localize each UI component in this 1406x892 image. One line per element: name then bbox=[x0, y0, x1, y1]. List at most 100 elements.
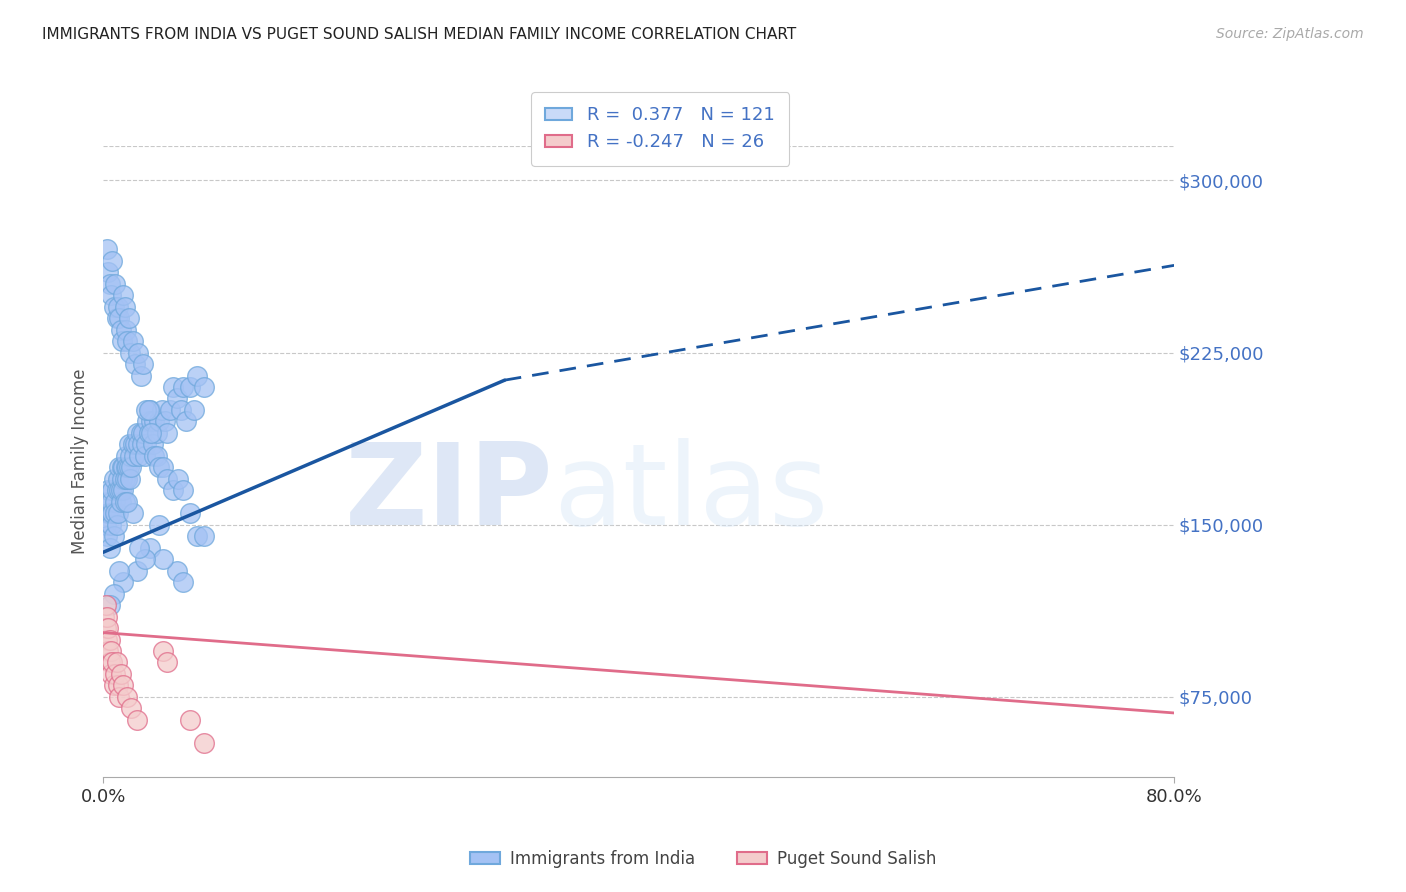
Point bbox=[179, 713, 201, 727]
Point bbox=[174, 414, 197, 428]
Point bbox=[100, 667, 122, 681]
Point bbox=[150, 403, 173, 417]
Text: atlas: atlas bbox=[553, 438, 828, 549]
Point bbox=[112, 483, 135, 498]
Point bbox=[104, 506, 127, 520]
Point bbox=[152, 552, 174, 566]
Point bbox=[138, 403, 160, 417]
Point bbox=[128, 541, 150, 555]
Point bbox=[125, 425, 148, 440]
Point bbox=[98, 632, 121, 647]
Point bbox=[108, 311, 131, 326]
Point bbox=[170, 403, 193, 417]
Point bbox=[145, 425, 167, 440]
Point bbox=[134, 449, 156, 463]
Point bbox=[105, 483, 128, 498]
Point bbox=[139, 541, 162, 555]
Point bbox=[105, 656, 128, 670]
Point bbox=[127, 437, 149, 451]
Point bbox=[107, 300, 129, 314]
Point bbox=[172, 575, 194, 590]
Point bbox=[96, 609, 118, 624]
Point bbox=[115, 449, 138, 463]
Point bbox=[108, 483, 131, 498]
Point bbox=[93, 609, 115, 624]
Point bbox=[172, 380, 194, 394]
Point bbox=[101, 656, 124, 670]
Point bbox=[179, 380, 201, 394]
Point bbox=[124, 357, 146, 371]
Point bbox=[122, 449, 145, 463]
Point bbox=[166, 392, 188, 406]
Point bbox=[103, 472, 125, 486]
Point bbox=[98, 506, 121, 520]
Point bbox=[101, 253, 124, 268]
Point bbox=[110, 483, 132, 498]
Point bbox=[142, 437, 165, 451]
Point bbox=[100, 517, 122, 532]
Y-axis label: Median Family Income: Median Family Income bbox=[72, 369, 89, 554]
Point bbox=[107, 678, 129, 692]
Point bbox=[121, 506, 143, 520]
Point bbox=[159, 403, 181, 417]
Point bbox=[115, 334, 138, 348]
Point bbox=[96, 242, 118, 256]
Point bbox=[105, 311, 128, 326]
Point bbox=[179, 506, 201, 520]
Point bbox=[162, 483, 184, 498]
Point bbox=[98, 598, 121, 612]
Point bbox=[120, 701, 142, 715]
Point bbox=[115, 495, 138, 509]
Point bbox=[97, 265, 120, 279]
Point bbox=[97, 506, 120, 520]
Point bbox=[117, 437, 139, 451]
Point bbox=[96, 529, 118, 543]
Point bbox=[136, 414, 159, 428]
Point bbox=[103, 586, 125, 600]
Point bbox=[105, 517, 128, 532]
Point bbox=[103, 300, 125, 314]
Point bbox=[100, 288, 122, 302]
Point bbox=[156, 472, 179, 486]
Point bbox=[115, 690, 138, 704]
Point bbox=[132, 357, 155, 371]
Point bbox=[172, 483, 194, 498]
Point bbox=[94, 517, 117, 532]
Point bbox=[127, 345, 149, 359]
Point bbox=[97, 644, 120, 658]
Point bbox=[129, 368, 152, 383]
Text: Source: ZipAtlas.com: Source: ZipAtlas.com bbox=[1216, 27, 1364, 41]
Point bbox=[186, 529, 208, 543]
Point bbox=[103, 678, 125, 692]
Point bbox=[162, 380, 184, 394]
Point bbox=[148, 414, 170, 428]
Point bbox=[143, 449, 166, 463]
Point bbox=[128, 449, 150, 463]
Point bbox=[193, 529, 215, 543]
Point bbox=[117, 460, 139, 475]
Point bbox=[104, 277, 127, 291]
Point bbox=[94, 621, 117, 635]
Point bbox=[112, 460, 135, 475]
Point bbox=[114, 495, 136, 509]
Legend: R =  0.377   N = 121, R = -0.247   N = 26: R = 0.377 N = 121, R = -0.247 N = 26 bbox=[531, 92, 789, 166]
Point bbox=[115, 460, 138, 475]
Point bbox=[107, 472, 129, 486]
Point bbox=[131, 437, 153, 451]
Point bbox=[98, 277, 121, 291]
Point bbox=[121, 437, 143, 451]
Point bbox=[103, 529, 125, 543]
Text: IMMIGRANTS FROM INDIA VS PUGET SOUND SALISH MEDIAN FAMILY INCOME CORRELATION CHA: IMMIGRANTS FROM INDIA VS PUGET SOUND SAL… bbox=[42, 27, 796, 42]
Point bbox=[100, 644, 122, 658]
Point bbox=[97, 621, 120, 635]
Point bbox=[135, 403, 157, 417]
Point bbox=[111, 460, 134, 475]
Point bbox=[183, 403, 205, 417]
Point bbox=[100, 495, 122, 509]
Point bbox=[96, 495, 118, 509]
Point bbox=[94, 598, 117, 612]
Point bbox=[115, 323, 138, 337]
Point bbox=[112, 288, 135, 302]
Point bbox=[139, 403, 162, 417]
Point bbox=[125, 564, 148, 578]
